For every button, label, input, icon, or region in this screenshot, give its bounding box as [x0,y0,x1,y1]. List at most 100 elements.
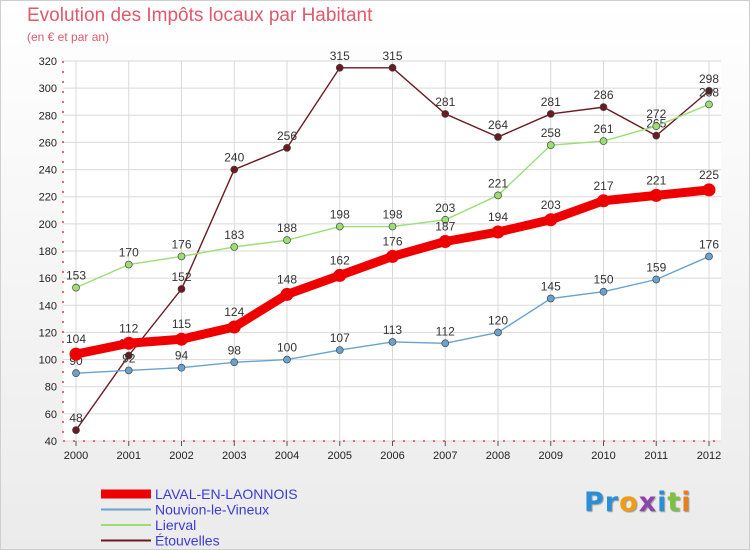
chart-title: Evolution des Impôts locaux par Habitant [27,5,373,26]
y-tick-label: 260 [39,137,57,149]
y-tick-label: 60 [45,409,57,421]
data-label: 113 [383,323,402,337]
data-point [546,141,555,149]
data-point [386,249,399,263]
data-point [652,122,661,130]
data-point [599,137,608,145]
x-tick-label: 2005 [328,450,352,462]
data-point [124,351,133,360]
x-tick-label: 2004 [275,450,299,462]
data-point [546,294,555,303]
legend-item: Lierval [101,517,196,533]
data-point [441,215,450,224]
logo-letter: r [604,487,620,518]
data-point [177,252,186,261]
data-label: 240 [224,151,244,165]
data-label: 217 [593,179,613,193]
chart-subtitle: (en € et par an) [27,30,110,44]
data-label: 100 [277,341,297,355]
data-point [597,194,610,208]
data-label: 272 [646,107,666,121]
logo-letter: i [681,487,692,518]
proxiti-logo: Proxiti [584,487,692,518]
data-point [494,328,502,337]
legend-label: Lierval [155,517,196,533]
data-label: 298 [699,72,719,86]
data-label: 94 [175,349,189,363]
data-label: 281 [435,95,455,109]
logo-letter: P [584,487,605,518]
y-tick-label: 80 [45,382,57,394]
y-tick-label: 220 [39,192,57,204]
data-point [283,355,291,364]
data-label: 315 [382,49,402,63]
data-label: 203 [435,201,455,215]
legend-item: Nouvion-le-Vineux [101,502,269,518]
data-label: 198 [382,208,402,222]
x-tick-label: 2011 [644,450,668,462]
data-label: 153 [66,269,86,283]
x-tick-label: 2010 [591,450,615,462]
data-point [652,131,661,140]
data-point [72,369,80,377]
data-point [438,235,452,248]
data-point [333,268,347,282]
data-label: 256 [277,129,297,143]
data-point [175,332,188,346]
legend-label: Étouvelles [155,533,220,549]
data-point [388,338,397,346]
logo-letter: i [657,487,668,518]
legend-item: LAVAL-EN-LAONNOIS [101,486,298,502]
data-label: 258 [541,126,561,140]
y-tick-label: 120 [39,327,57,339]
data-label: 203 [541,198,561,212]
x-tick-label: 2003 [222,450,246,462]
data-point [599,103,608,111]
y-tick-label: 240 [39,165,57,177]
y-tick-label: 100 [39,355,57,367]
data-label: 150 [593,273,613,287]
data-point [388,63,397,72]
data-label: 188 [277,221,297,235]
data-label: 124 [224,305,244,319]
y-tick-label: 280 [39,110,57,122]
x-tick-label: 2002 [169,450,193,462]
data-label: 48 [69,411,83,425]
data-point [335,222,344,231]
data-point [124,260,133,269]
x-tick-label: 2007 [433,450,457,462]
y-tick-label: 180 [39,246,57,258]
data-point [705,252,713,261]
data-point [227,320,241,334]
data-point [230,165,239,174]
y-tick-label: 160 [39,273,57,285]
data-label: 148 [277,272,297,286]
legend-label: Nouvion-le-Vineux [155,502,269,518]
data-point [494,191,502,200]
data-point [544,213,558,227]
data-label: 176 [699,237,719,251]
data-point [335,63,344,72]
data-label: 176 [171,237,191,251]
data-label: 221 [488,176,508,190]
data-point [599,287,608,296]
data-point [283,144,291,152]
y-tick-label: 300 [39,83,57,95]
logo-letter: t [667,487,682,518]
logo-letter: o [619,487,639,518]
data-label: 261 [593,122,613,136]
data-label: 159 [646,261,666,275]
data-label: 221 [646,173,666,187]
data-label: 183 [224,228,244,242]
data-label: 281 [541,95,561,109]
data-point [702,183,716,197]
y-tick-label: 200 [39,219,57,231]
data-label: 98 [228,343,242,357]
data-point [124,366,133,375]
y-tick-label: 320 [39,56,57,68]
data-point [441,339,450,348]
data-point [491,225,505,239]
series-lierval: 153 170 176 183 188 198 198 203 221 258 261 272 288 [66,85,719,292]
